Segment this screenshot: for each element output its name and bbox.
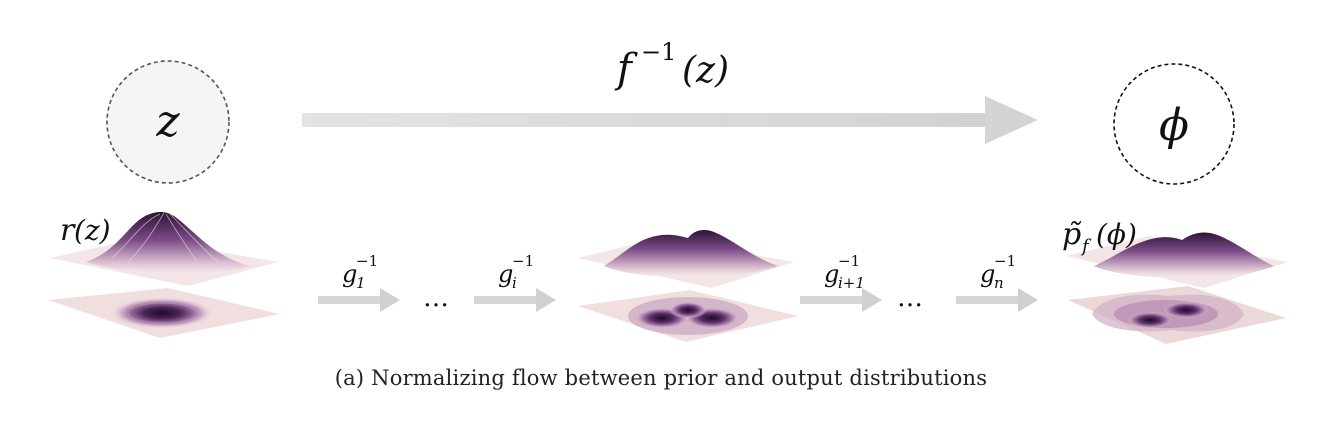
- step-label-sup: −1: [838, 252, 860, 270]
- output-distribution: p̃ f (ϕ): [1062, 217, 1288, 344]
- output-label-name: p̃: [1062, 217, 1082, 252]
- step-arrow-head: [536, 288, 556, 312]
- f-inverse-exponent: −1: [641, 38, 676, 66]
- f-inverse-arrow-head: [985, 96, 1038, 144]
- step-label-sup: −1: [512, 252, 534, 270]
- output-surface-hills: [1094, 232, 1274, 278]
- step-arrow-shaft: [800, 296, 864, 304]
- prior-surface-hill: [86, 211, 250, 274]
- z-node-label: z: [155, 96, 180, 147]
- prior-label-name: r: [60, 213, 76, 248]
- step-arrow-head: [862, 288, 882, 312]
- step-label-sub: n: [994, 274, 1004, 292]
- output-label-arg: (ϕ): [1096, 218, 1137, 251]
- step-label-sub: 1: [356, 274, 366, 292]
- output-density-lobe-2: [1164, 302, 1208, 318]
- output-density-plane: [1068, 286, 1286, 344]
- prior-density: [110, 297, 214, 329]
- step-label-sup: −1: [356, 252, 378, 270]
- intermediate-distribution: [578, 230, 798, 342]
- f-inverse-arrow-shaft: [302, 113, 992, 127]
- step-label-name: g: [342, 260, 357, 288]
- phi-node: ϕ: [1113, 63, 1235, 185]
- prior-density-plane: [48, 288, 280, 338]
- intermediate-density-lobe-3: [670, 302, 706, 318]
- step-1: g1 −1: [318, 252, 400, 312]
- step-label-sup: −1: [994, 252, 1016, 270]
- step-label-sub: i: [512, 274, 517, 292]
- intermediate-surface: [578, 230, 794, 288]
- prior-distribution: r (z): [48, 211, 280, 338]
- phi-node-label: ϕ: [1159, 100, 1189, 151]
- step-arrow-head: [380, 288, 400, 312]
- step-arrow-shaft: [474, 296, 538, 304]
- step-arrow-head: [1018, 288, 1038, 312]
- ellipsis-2: …: [897, 283, 923, 313]
- prior-label-arg: (z): [74, 214, 111, 247]
- ellipsis-1: …: [423, 283, 449, 313]
- step-label-name: g: [980, 260, 995, 288]
- f-inverse-label: f −1 (z): [614, 38, 729, 92]
- prior-surface: [50, 211, 278, 286]
- step-label-sub: i+1: [838, 274, 865, 292]
- z-node-circle: [106, 60, 230, 184]
- output-surface: [1066, 232, 1288, 288]
- prior-surface-mesh: [111, 212, 219, 263]
- f-inverse-arg: (z): [682, 50, 729, 91]
- intermediate-density-plane: [578, 290, 798, 342]
- step-label-name: g: [498, 260, 513, 288]
- step-4: gn −1: [956, 252, 1038, 312]
- f-inverse-arrow: [302, 96, 1038, 144]
- step-arrow-shaft: [318, 296, 382, 304]
- output-density-lobe-1: [1128, 312, 1172, 328]
- flow-steps: g1−1 gi−1 gi+1−1 gn−1: [318, 252, 1038, 312]
- step-label-name: g: [824, 260, 839, 288]
- step-3: gi+1 −1: [800, 252, 882, 312]
- step-arrow-shaft: [956, 296, 1020, 304]
- f-inverse-func: f: [614, 46, 638, 92]
- intermediate-surface-hills: [604, 230, 778, 278]
- figure-caption: (a) Normalizing flow between prior and o…: [334, 366, 988, 390]
- step-2: gi −1: [474, 252, 556, 312]
- phi-node-circle: [1113, 63, 1235, 185]
- z-node: z: [106, 60, 230, 184]
